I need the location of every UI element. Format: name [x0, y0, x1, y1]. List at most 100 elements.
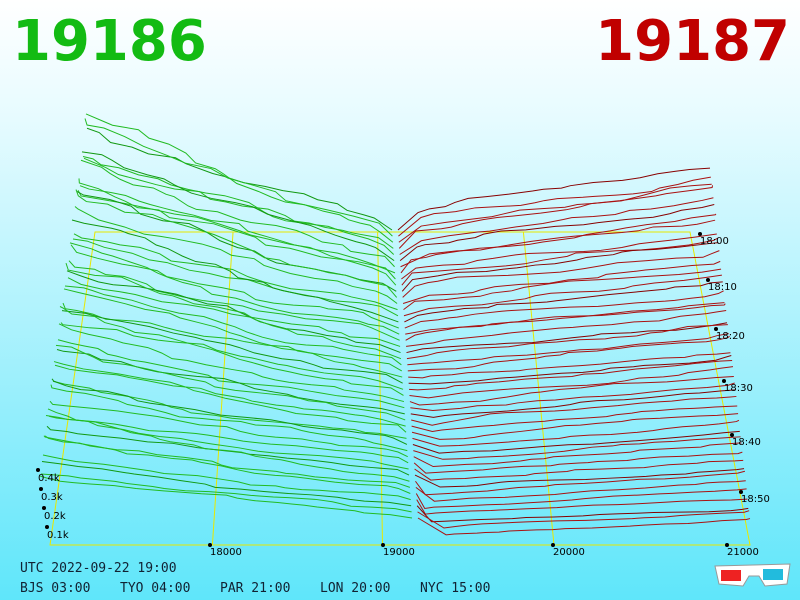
ask-curve	[402, 250, 720, 298]
ask-curve	[414, 468, 745, 488]
ask-curve	[411, 413, 739, 440]
bid-curve	[62, 302, 403, 378]
utc-time: UTC 2022-09-22 19:00	[20, 561, 177, 576]
time-tick	[730, 433, 734, 437]
bid-curve	[70, 244, 399, 329]
depth-label: 0.4k	[38, 473, 60, 484]
bid-curve	[48, 415, 409, 464]
time-tick	[714, 327, 718, 331]
ask-curve	[404, 290, 724, 329]
ask-curve	[416, 505, 749, 523]
ask-curve	[406, 310, 727, 347]
bid-curve	[85, 113, 393, 237]
bid-curve	[78, 178, 396, 280]
ask-curve	[410, 382, 735, 411]
ask-curve	[399, 197, 714, 255]
bid-curve	[41, 461, 412, 507]
time-tick	[706, 278, 710, 282]
bid-curve	[51, 378, 408, 445]
ask-curve	[405, 303, 726, 341]
bid-curve	[84, 118, 394, 243]
ask-curve	[413, 436, 741, 460]
bid-curve	[59, 306, 404, 396]
axis-labels: 18000 19000 20000 21000 18:00 18:10 18:20 18:30…	[36, 232, 770, 558]
ask-curve	[403, 268, 722, 311]
price-label: 19000	[383, 547, 415, 558]
ask-curve	[415, 488, 747, 510]
ask-curve	[398, 185, 714, 249]
bid-curve	[77, 190, 397, 286]
depth-tick	[36, 468, 40, 472]
bid-curve	[80, 159, 395, 268]
time-label: 18:10	[708, 282, 737, 293]
ask-curve	[399, 204, 715, 262]
bid-curve	[45, 414, 410, 482]
bid-curve	[68, 260, 400, 341]
ask-curve	[412, 430, 740, 454]
depth-label: 0.2k	[44, 511, 66, 522]
zone-time: BJS 03:00	[20, 581, 90, 596]
bid-curve	[58, 323, 405, 403]
depth-label: 0.1k	[47, 530, 69, 541]
price-tick	[208, 543, 212, 547]
zone-time: PAR 21:00	[220, 581, 290, 596]
zone-time: LON 20:00	[320, 581, 390, 596]
ask-curve	[407, 335, 730, 372]
bid-curve	[75, 189, 398, 298]
bid-curve	[50, 384, 408, 452]
price-label: 21000	[727, 547, 759, 558]
bid-curve	[39, 475, 413, 519]
bid-curve	[83, 157, 394, 249]
price-tick	[725, 543, 729, 547]
bid-curve	[69, 242, 400, 335]
time-tick	[722, 379, 726, 383]
bid-curve	[63, 288, 403, 372]
bid-price: 19186	[12, 9, 207, 74]
zone-time: NYC 15:00	[420, 581, 490, 596]
ask-curve	[417, 517, 751, 536]
price-label: 18000	[210, 547, 242, 558]
ask-curve	[408, 352, 731, 379]
ask-curve	[413, 451, 743, 474]
bid-curve	[43, 435, 411, 494]
floor-line	[522, 231, 555, 546]
time-label: 18:50	[741, 494, 770, 505]
ask-curve	[405, 302, 725, 335]
price-tick	[381, 543, 385, 547]
ask-curve	[407, 333, 729, 366]
bid-curve	[52, 380, 407, 439]
ask-curve	[398, 176, 711, 237]
time-label: 18:00	[700, 236, 729, 247]
3d-glasses-icon	[714, 563, 791, 587]
depth-tick	[39, 487, 43, 491]
zone-time: TYO 04:00	[120, 581, 190, 596]
floor-line	[377, 231, 383, 546]
ask-curve	[416, 498, 748, 515]
bid-curve	[81, 151, 395, 262]
ask-curve	[400, 219, 716, 268]
price-tick	[551, 543, 555, 547]
bid-curve	[53, 361, 407, 433]
ask-curve	[413, 442, 742, 468]
bid-curve	[54, 364, 406, 427]
bid-curve	[55, 344, 406, 421]
ask-curve	[415, 470, 746, 496]
bid-curve	[82, 155, 395, 255]
ask-curve	[400, 213, 717, 274]
ask-curve	[415, 480, 746, 502]
depth-tick	[45, 525, 49, 529]
ask-curve	[412, 419, 740, 447]
ask-curve	[406, 324, 728, 360]
price-label: 20000	[553, 547, 585, 558]
bid-curve	[61, 310, 403, 384]
bid-curve	[60, 322, 404, 390]
ask-curve	[411, 395, 737, 426]
ask-curve	[406, 322, 728, 354]
ask-curve	[398, 183, 712, 243]
bid-curve	[64, 285, 402, 366]
ask-curve	[411, 405, 738, 433]
ask-curve	[409, 366, 734, 399]
ask-curve	[408, 355, 732, 385]
ask-curve	[397, 167, 711, 231]
